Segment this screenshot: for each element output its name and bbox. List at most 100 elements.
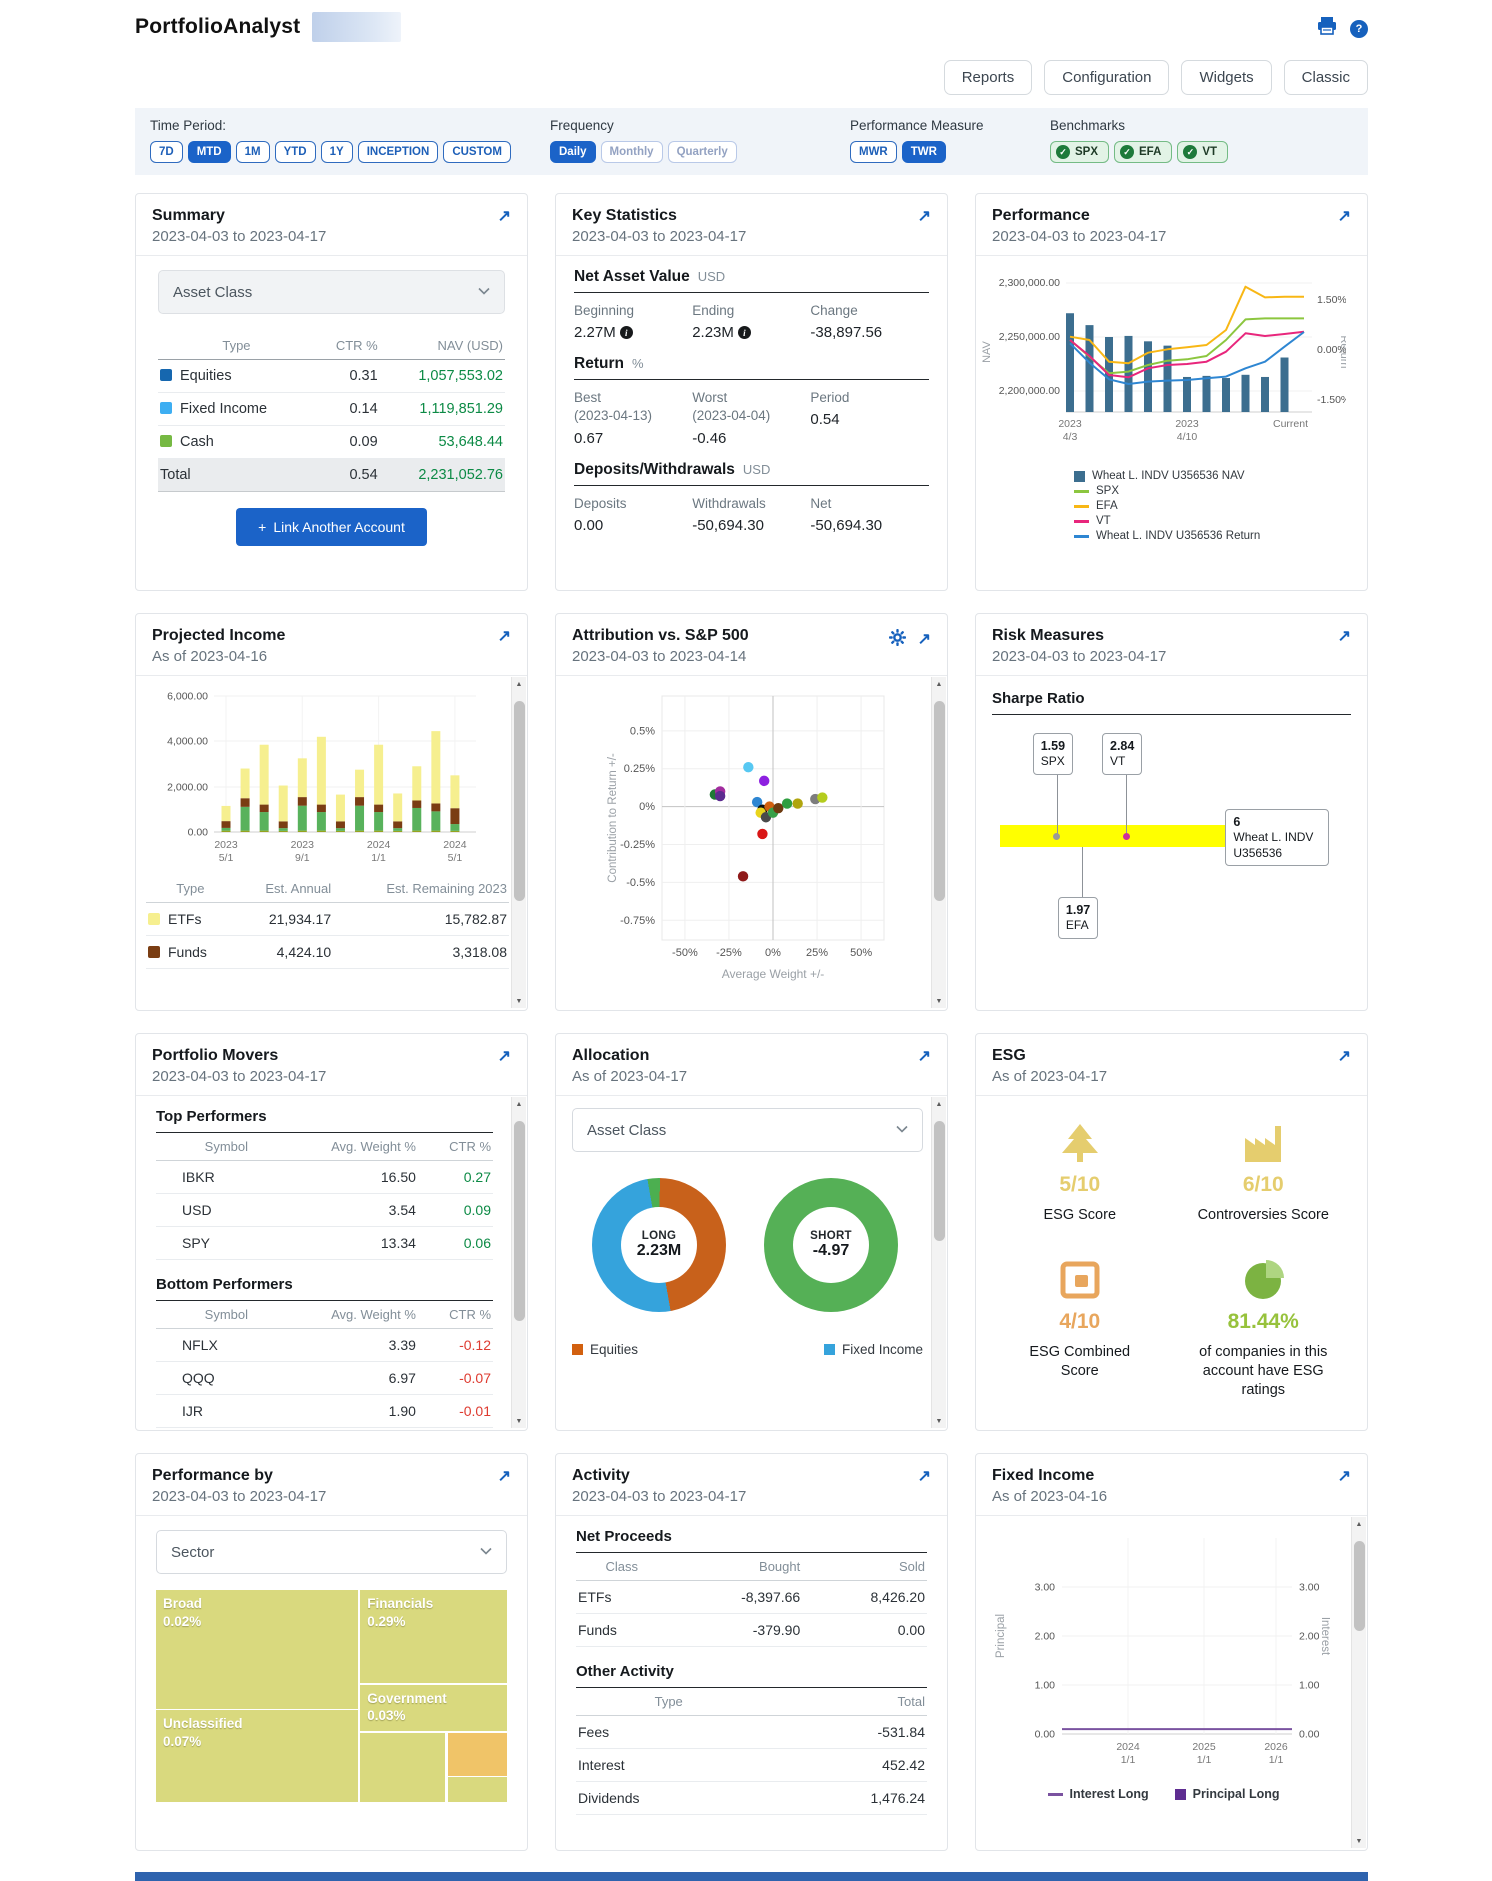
svg-text:5/1: 5/1 <box>219 852 234 864</box>
type-cell: Equities <box>158 359 315 393</box>
expand-icon[interactable]: ↗ <box>1337 1048 1351 1065</box>
esg-label: ESG Combined Score <box>1029 1343 1131 1379</box>
treemap-cell[interactable] <box>359 1731 447 1803</box>
scroll-up-icon[interactable]: ▲ <box>935 680 943 688</box>
time-period-ytd[interactable]: YTD <box>274 141 316 163</box>
measure-mwr[interactable]: MWR <box>850 141 897 163</box>
value-cell: 0.00 <box>802 1613 927 1647</box>
callout-label: SPX <box>1040 754 1065 769</box>
nav-button-widgets[interactable]: Widgets <box>1181 60 1272 95</box>
expand-icon[interactable]: ↗ <box>497 208 511 225</box>
frequency-monthly[interactable]: Monthly <box>600 141 663 163</box>
treemap-cell-government[interactable]: Government 0.03% <box>359 1683 508 1733</box>
benchmark-efa[interactable]: ✓ EFA <box>1114 141 1173 163</box>
expand-icon[interactable]: ↗ <box>497 1048 511 1065</box>
stat-value: 2.23M i <box>692 324 810 341</box>
donut-long: LONG 2.23M <box>592 1178 726 1312</box>
plus-icon: + <box>258 519 267 535</box>
help-icon[interactable]: ? <box>1350 19 1368 38</box>
legend-square-swatch <box>1074 471 1085 482</box>
time-period-inception[interactable]: INCEPTION <box>357 141 439 163</box>
frequency-quarterly[interactable]: Quarterly <box>667 141 737 163</box>
scrollbar[interactable]: ▲ ▼ <box>1351 1517 1366 1848</box>
brand: PortfolioAnalyst <box>135 12 402 42</box>
scrollbar-thumb[interactable] <box>514 1121 525 1321</box>
treemap-cell-unclassified[interactable]: Unclassified 0.07% <box>155 1709 359 1803</box>
column-header: Type <box>576 1688 762 1716</box>
frequency-daily[interactable]: Daily <box>550 141 596 163</box>
treemap-cell-label: Financials 0.29% <box>367 1596 434 1629</box>
scrollbar[interactable]: ▲ ▼ <box>511 677 526 1008</box>
allocation-asset-class-select[interactable]: Asset Class <box>572 1108 923 1152</box>
expand-icon[interactable]: ↗ <box>1337 628 1351 645</box>
nav-button-configuration[interactable]: Configuration <box>1044 60 1170 95</box>
scroll-down-icon[interactable]: ▼ <box>515 1417 523 1425</box>
time-period-mtd[interactable]: MTD <box>187 141 231 163</box>
treemap-cell-broad[interactable]: Broad 0.02% <box>155 1589 359 1710</box>
summary-asset-class-select[interactable]: Asset Class <box>158 270 505 314</box>
scroll-up-icon[interactable]: ▲ <box>935 1100 943 1108</box>
time-period-1y[interactable]: 1Y <box>320 141 353 163</box>
info-icon[interactable]: i <box>737 326 751 340</box>
expand-icon[interactable]: ↗ <box>917 631 931 648</box>
expand-icon[interactable]: ↗ <box>917 1468 931 1485</box>
legend-line-swatch <box>1074 520 1089 523</box>
svg-text:Principal: Principal <box>995 1614 1007 1658</box>
svg-text:0.00: 0.00 <box>1035 1729 1056 1741</box>
risk-measures-card: Risk Measures 2023-04-03 to 2023-04-17 ↗… <box>975 613 1368 1011</box>
svg-text:-0.25%: -0.25% <box>620 839 655 851</box>
performance-legend: Wheat L. INDV U356536 NAV SPX EFA VT Wheat L… <box>1074 469 1367 544</box>
scroll-down-icon[interactable]: ▼ <box>1355 1837 1363 1845</box>
expand-icon[interactable]: ↗ <box>497 1468 511 1485</box>
table-row: SPY 13.34 0.06 <box>156 1226 493 1260</box>
expand-icon[interactable]: ↗ <box>917 208 931 225</box>
scroll-down-icon[interactable]: ▼ <box>935 997 943 1005</box>
filter-bar: Time Period: 7D MTD 1M YTD 1Y INCEPTION CUSTOM F… <box>135 108 1368 175</box>
scrollbar-thumb[interactable] <box>934 701 945 901</box>
benchmark-spx[interactable]: ✓ SPX <box>1050 141 1110 163</box>
benchmark-vt[interactable]: ✓ VT <box>1177 141 1229 163</box>
scrollbar-thumb[interactable] <box>514 701 525 901</box>
activity-table: Type Total Fees -531.84 Interest 452.42 Divide… <box>576 1688 927 1815</box>
section-heading-row: Net Asset Value USD <box>574 268 929 293</box>
treemap-cell[interactable] <box>446 1731 508 1777</box>
scroll-down-icon[interactable]: ▼ <box>515 997 523 1005</box>
svg-text:2,250,000.00: 2,250,000.00 <box>999 331 1060 343</box>
print-icon[interactable] <box>1317 17 1337 40</box>
scrollbar[interactable]: ▲ ▼ <box>511 1097 526 1428</box>
nav-button-reports[interactable]: Reports <box>943 60 1033 95</box>
stat-value-text: 0.67 <box>574 429 604 447</box>
scroll-up-icon[interactable]: ▲ <box>1355 1520 1363 1528</box>
scroll-up-icon[interactable]: ▲ <box>515 680 523 688</box>
info-icon[interactable]: i <box>619 326 633 340</box>
scroll-down-icon[interactable]: ▼ <box>935 1417 943 1425</box>
callout-connector <box>1056 775 1058 836</box>
factory-icon <box>1172 1122 1356 1169</box>
treemap-cell-financials[interactable]: Financials 0.29% <box>359 1588 508 1685</box>
expand-icon[interactable]: ↗ <box>497 628 511 645</box>
scrollbar[interactable]: ▲ ▼ <box>931 1097 946 1428</box>
card-title: ESG <box>992 1047 1026 1064</box>
measure-twr[interactable]: TWR <box>901 141 946 163</box>
svg-text:3.00: 3.00 <box>1299 1582 1320 1594</box>
legend-item: Equities <box>572 1342 638 1357</box>
scrollbar-thumb[interactable] <box>1354 1541 1365 1631</box>
gear-icon[interactable] <box>888 629 906 651</box>
band-marker-dot <box>1122 832 1130 840</box>
scroll-up-icon[interactable]: ▲ <box>515 1100 523 1108</box>
time-period-custom[interactable]: CUSTOM <box>443 141 511 163</box>
expand-icon[interactable]: ↗ <box>1337 208 1351 225</box>
link-another-account-button[interactable]: + Link Another Account <box>236 508 427 546</box>
performance-by-sector-select[interactable]: Sector <box>156 1530 507 1574</box>
time-period-1m[interactable]: 1M <box>235 141 270 163</box>
scrollbar-thumb[interactable] <box>934 1121 945 1241</box>
nav-button-classic[interactable]: Classic <box>1283 60 1368 95</box>
scrollbar[interactable]: ▲ ▼ <box>931 677 946 1008</box>
treemap-cell[interactable] <box>446 1776 508 1803</box>
tree-icon <box>988 1122 1172 1169</box>
card-title: Summary <box>152 207 225 224</box>
svg-text:2024: 2024 <box>1116 1741 1140 1753</box>
expand-icon[interactable]: ↗ <box>917 1048 931 1065</box>
time-period-7d[interactable]: 7D <box>150 141 183 163</box>
expand-icon[interactable]: ↗ <box>1337 1468 1351 1485</box>
